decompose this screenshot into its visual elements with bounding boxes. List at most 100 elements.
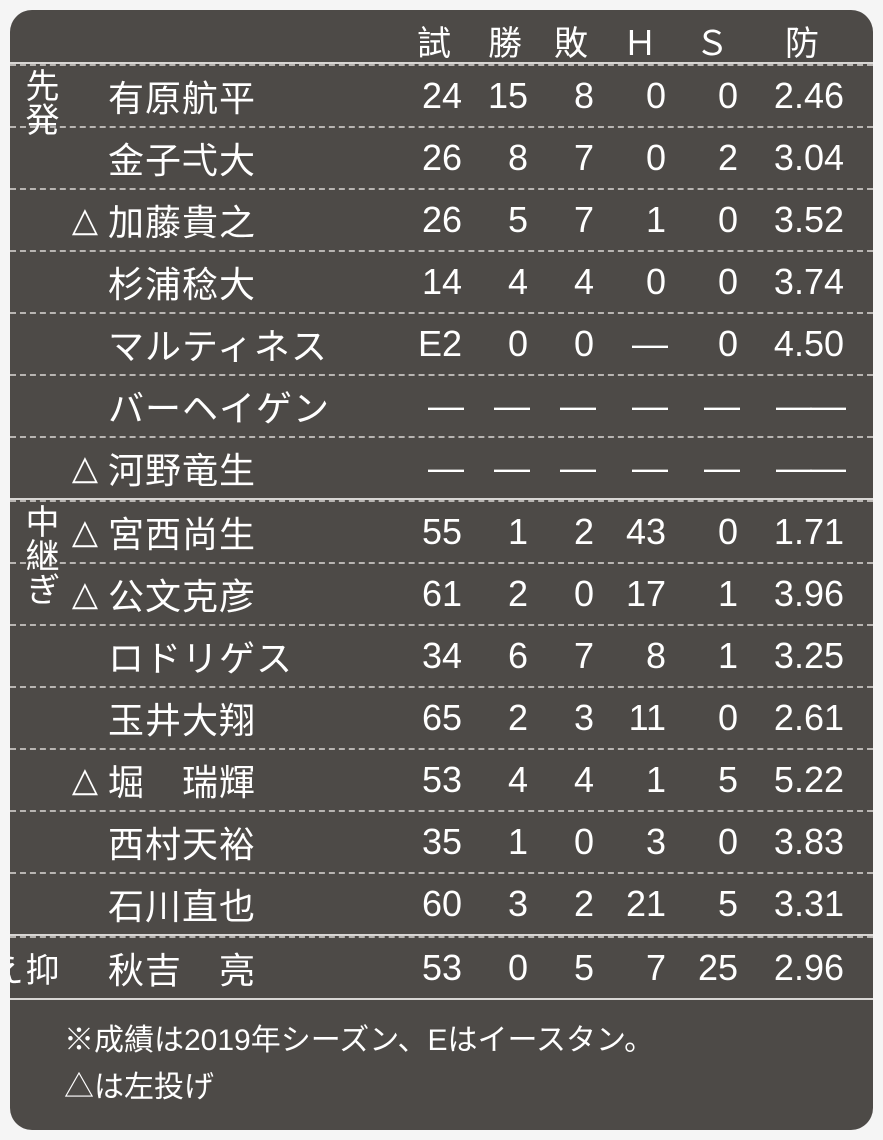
stat-holds: 0 xyxy=(604,261,676,303)
player-name: 河野竜生 xyxy=(108,442,396,494)
stat-wins: 0 xyxy=(472,947,538,989)
stat-holds: 3 xyxy=(604,821,676,863)
stat-saves: ― xyxy=(676,385,748,427)
stat-holds: 0 xyxy=(604,137,676,179)
player-name: ロドリゲス xyxy=(108,630,396,682)
stat-wins: 15 xyxy=(472,75,538,117)
stat-wins: 2 xyxy=(472,697,538,739)
stat-games: 61 xyxy=(396,573,472,615)
stat-wins: 8 xyxy=(472,137,538,179)
stat-games: 24 xyxy=(396,75,472,117)
table-row: △公文克彦61201713.96 xyxy=(10,562,873,624)
stat-era: 2.61 xyxy=(748,697,856,739)
stat-era: 3.31 xyxy=(748,883,856,925)
stat-holds: 11 xyxy=(604,697,676,739)
player-name: 杉浦稔大 xyxy=(108,256,396,308)
player-name: 玉井大翔 xyxy=(108,692,396,744)
player-name: 加藤貴之 xyxy=(108,194,396,246)
stat-saves: 0 xyxy=(676,697,748,739)
stat-games: 65 xyxy=(396,697,472,739)
stat-saves: ― xyxy=(676,447,748,489)
stat-wins: ― xyxy=(472,447,538,489)
footnote-line: △は左投げ xyxy=(64,1065,873,1112)
stat-games: 55 xyxy=(396,511,472,553)
stat-era: 2.46 xyxy=(748,75,856,117)
section: 先発有原航平24158002.46金子弌大2687023.04△加藤貴之2657… xyxy=(10,62,873,498)
stat-era: ―― xyxy=(748,385,856,427)
stat-era: 1.71 xyxy=(748,511,856,553)
stat-wins: 5 xyxy=(472,199,538,241)
stat-games: 14 xyxy=(396,261,472,303)
stat-saves: 0 xyxy=(676,323,748,365)
stat-losses: 4 xyxy=(538,261,604,303)
table-row: △宮西尚生55124301.71 xyxy=(10,500,873,562)
stat-losses: 3 xyxy=(538,697,604,739)
table-row: 金子弌大2687023.04 xyxy=(10,126,873,188)
player-name: 秋吉 亮 xyxy=(108,942,396,994)
table-row: △堀 瑞輝5344155.22 xyxy=(10,748,873,810)
header-saves: Ｓ xyxy=(676,16,748,65)
table-row: 杉浦稔大1444003.74 xyxy=(10,250,873,312)
table-row: △加藤貴之2657103.52 xyxy=(10,188,873,250)
stat-saves: 1 xyxy=(676,635,748,677)
stat-losses: 4 xyxy=(538,759,604,801)
stat-saves: 2 xyxy=(676,137,748,179)
stat-holds: 1 xyxy=(604,199,676,241)
stat-losses: 7 xyxy=(538,199,604,241)
stat-era: 2.96 xyxy=(748,947,856,989)
stat-holds: 7 xyxy=(604,947,676,989)
stat-games: E2 xyxy=(396,323,472,365)
stat-losses: 8 xyxy=(538,75,604,117)
left-hand-mark: △ xyxy=(62,448,108,488)
stat-era: 5.22 xyxy=(748,759,856,801)
stat-wins: 4 xyxy=(472,759,538,801)
player-name: 有原航平 xyxy=(108,70,396,122)
stat-holds: 0 xyxy=(604,75,676,117)
stat-saves: 0 xyxy=(676,75,748,117)
left-hand-mark: △ xyxy=(62,760,108,800)
stat-holds: 1 xyxy=(604,759,676,801)
table-row: 秋吉 亮53057252.96 xyxy=(10,936,873,998)
stat-era: 3.83 xyxy=(748,821,856,863)
role-label: 中継ぎ xyxy=(16,504,56,606)
stat-saves: 0 xyxy=(676,199,748,241)
stat-holds: ― xyxy=(604,385,676,427)
stat-saves: 0 xyxy=(676,821,748,863)
stat-games: 26 xyxy=(396,199,472,241)
footnote: ※成績は2019年シーズン、Eはイースタン。 △は左投げ xyxy=(10,1000,873,1111)
stat-losses: 0 xyxy=(538,323,604,365)
header-losses: 敗 xyxy=(538,16,604,65)
player-name: 公文克彦 xyxy=(108,568,396,620)
table-row: 玉井大翔65231102.61 xyxy=(10,686,873,748)
stat-saves: 0 xyxy=(676,511,748,553)
stat-losses: 0 xyxy=(538,821,604,863)
left-hand-mark: △ xyxy=(62,200,108,240)
stat-era: 3.52 xyxy=(748,199,856,241)
stat-losses: 5 xyxy=(538,947,604,989)
stat-saves: 25 xyxy=(676,947,748,989)
stat-holds: ― xyxy=(604,323,676,365)
stat-games: ― xyxy=(396,385,472,427)
stat-games: 53 xyxy=(396,759,472,801)
stat-losses: 2 xyxy=(538,883,604,925)
stat-saves: 1 xyxy=(676,573,748,615)
stat-holds: 21 xyxy=(604,883,676,925)
stat-era: 3.96 xyxy=(748,573,856,615)
stat-wins: 0 xyxy=(472,323,538,365)
table-row: 石川直也60322153.31 xyxy=(10,872,873,934)
stat-losses: 0 xyxy=(538,573,604,615)
table-row: △河野竜生――――――― xyxy=(10,436,873,498)
stat-wins: ― xyxy=(472,385,538,427)
stat-losses: 7 xyxy=(538,137,604,179)
left-hand-mark: △ xyxy=(62,574,108,614)
stat-era: 4.50 xyxy=(748,323,856,365)
player-name: 西村天裕 xyxy=(108,816,396,868)
role-label: 先発 xyxy=(16,68,56,136)
table-row: バーヘイゲン――――――― xyxy=(10,374,873,436)
stat-losses: 7 xyxy=(538,635,604,677)
table-row: マルティネスE200―04.50 xyxy=(10,312,873,374)
stat-losses: ― xyxy=(538,385,604,427)
player-name: 金子弌大 xyxy=(108,132,396,184)
stat-games: 60 xyxy=(396,883,472,925)
stat-holds: 43 xyxy=(604,511,676,553)
